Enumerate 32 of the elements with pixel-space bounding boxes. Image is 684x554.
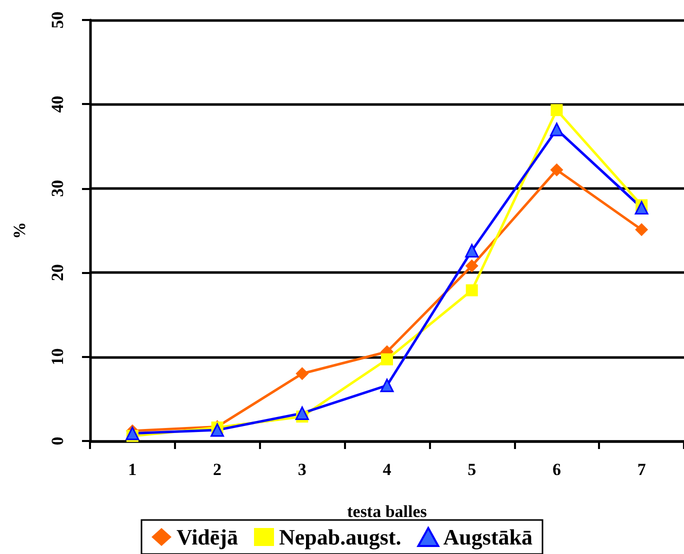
point [635, 223, 648, 236]
y-tick-label: 20 [48, 264, 67, 282]
y-tick-label: 30 [48, 180, 67, 197]
x-tick-label: 1 [128, 460, 137, 479]
y-tick-label: 10 [48, 348, 67, 366]
legend-label: Augstākā [443, 524, 533, 550]
point [296, 367, 309, 380]
x-axis-title: testa balles [347, 502, 428, 521]
y-axis-title: % [10, 222, 29, 239]
x-tick-label: 4 [382, 460, 392, 479]
y-tick-label: 0 [48, 436, 67, 446]
legend-label: Vidējā [176, 524, 238, 550]
point [126, 426, 140, 440]
x-tick-label: 6 [552, 460, 561, 479]
point [466, 284, 478, 296]
point [380, 378, 394, 392]
point [465, 259, 478, 272]
x-tick-label: 5 [468, 460, 476, 479]
point [550, 122, 564, 136]
point [295, 406, 309, 420]
legend-label: Nepab.augst. [279, 524, 402, 550]
point [381, 353, 393, 366]
point [634, 201, 648, 215]
x-tick-label: 2 [213, 460, 222, 479]
y-tick-label: 40 [48, 96, 67, 113]
point [550, 163, 564, 176]
y-tick-label: 50 [48, 12, 67, 28]
x-tick-label: 3 [298, 460, 306, 479]
x-tick-label: 7 [637, 460, 646, 479]
point [465, 244, 479, 258]
point [210, 423, 224, 437]
point [550, 104, 563, 116]
